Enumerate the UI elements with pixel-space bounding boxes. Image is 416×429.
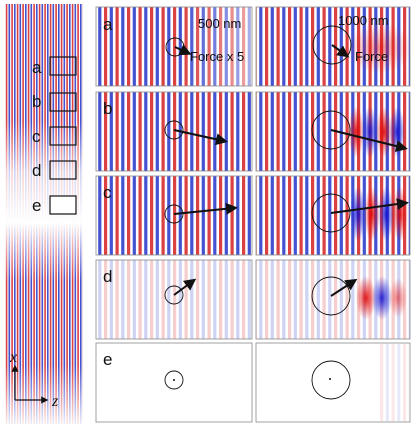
force-arrow	[330, 278, 358, 297]
force-arrow	[173, 202, 238, 215]
axes-indicator: x z	[9, 349, 59, 410]
force-label-small: Force x 5	[190, 49, 244, 64]
size-label-1000nm: 1000 nm	[338, 13, 389, 28]
panel-e-1000nm	[255, 342, 411, 423]
particle-circle	[164, 120, 184, 140]
particle-dot	[173, 379, 175, 381]
particle-circle	[164, 285, 184, 305]
particle-circle	[311, 110, 351, 150]
force-arrow	[330, 129, 408, 152]
panel-letter-a: a	[103, 15, 113, 34]
axis-z-label: z	[51, 393, 59, 410]
panel-letter-e: e	[103, 350, 112, 369]
axis-x-label: x	[9, 349, 17, 366]
particle-circle	[312, 25, 352, 65]
force-arrow	[330, 198, 409, 214]
strip-label-d: d	[32, 161, 41, 180]
particle-circle	[164, 370, 184, 390]
panel-letter-b: b	[103, 99, 112, 118]
particle-circle	[311, 193, 351, 233]
strip-label-b: b	[32, 92, 41, 111]
region-box-a	[49, 56, 77, 76]
overview-strip: a b c d e x z	[5, 4, 83, 424]
panel-letter-c: c	[103, 183, 112, 202]
particle-dot	[329, 378, 331, 380]
force-arrow	[331, 44, 350, 58]
panel-c-500nm	[96, 176, 252, 255]
force-arrow	[173, 129, 228, 146]
particle-circle	[311, 276, 351, 316]
force-arrow	[173, 278, 197, 296]
panel-a-500nm	[96, 7, 252, 86]
panel-d-1000nm	[256, 260, 410, 339]
region-box-c	[49, 126, 77, 146]
strip-label-c: c	[32, 127, 41, 146]
panel-b-500nm	[96, 92, 252, 171]
size-label-500nm: 500 nm	[198, 16, 241, 31]
panel-d-500nm	[96, 260, 252, 339]
force-arrow	[174, 44, 192, 56]
force-label-large: Force	[355, 49, 388, 64]
particle-circle	[311, 360, 351, 400]
panel-c-1000nm	[256, 176, 410, 255]
strip-label-a: a	[32, 58, 42, 77]
region-box-d	[49, 160, 77, 180]
region-box-e	[49, 195, 77, 215]
panel-letter-d: d	[103, 267, 112, 286]
strip-label-e: e	[32, 196, 41, 215]
panel-e-500nm	[95, 342, 253, 423]
region-box-b	[49, 92, 77, 112]
